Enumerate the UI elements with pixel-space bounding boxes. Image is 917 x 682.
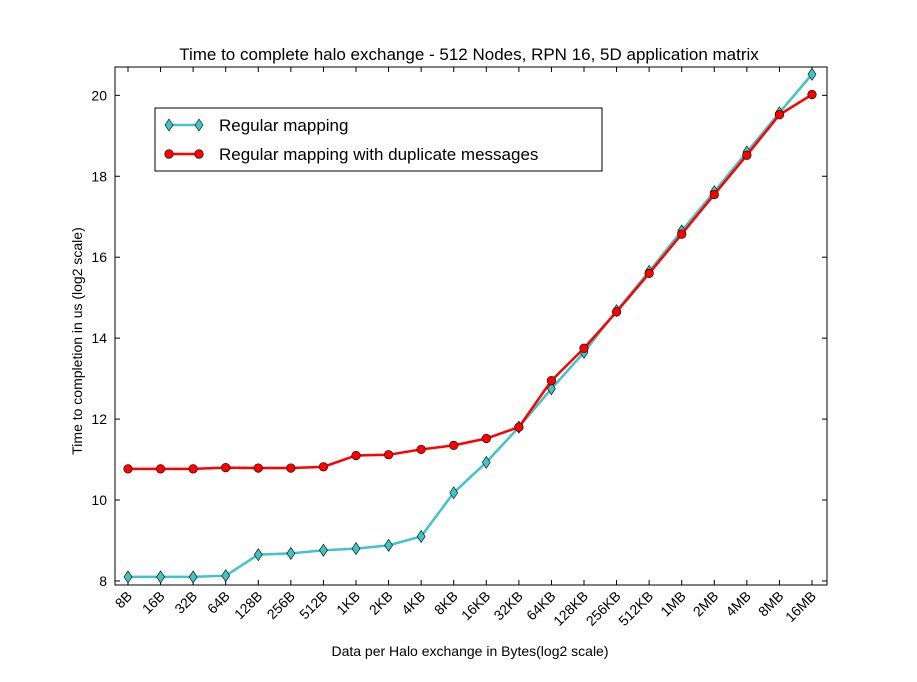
data-point [416, 444, 426, 455]
data-point [253, 463, 263, 473]
data-point [383, 450, 394, 460]
x-tick-label: 2KB [366, 588, 396, 618]
x-tick-label: 16MB [782, 588, 819, 625]
y-tick-label: 20 [91, 87, 107, 103]
legend-box [154, 107, 603, 172]
legend-marker [164, 149, 174, 159]
x-tick-label: 1MB [657, 588, 689, 620]
legend-label: Regular mapping [219, 116, 348, 135]
x-tick-label: 256KB [583, 588, 624, 629]
legend-marker [164, 118, 174, 132]
legend: Regular mapping Regular mapping with dupl… [154, 107, 603, 172]
data-point [156, 570, 165, 584]
data-point [351, 450, 361, 461]
series-line [128, 93, 813, 471]
x-axis-label: Data per Halo exchange in Bytes(log2 sca… [331, 643, 608, 659]
data-point [188, 464, 198, 474]
data-point [286, 463, 296, 473]
series-line [128, 73, 813, 579]
data-point [155, 464, 166, 474]
y-tick-label: 16 [91, 249, 107, 265]
data-point [514, 422, 524, 432]
data-point [188, 570, 198, 584]
data-point [384, 538, 393, 552]
axes-frame [114, 66, 828, 586]
x-tick-label: 2MB [690, 588, 722, 620]
legend-label: Regular mapping with duplicate messages [219, 145, 538, 164]
data-point [709, 189, 719, 200]
data-point [481, 433, 491, 444]
data-point [547, 382, 556, 396]
data-point [123, 464, 133, 474]
data-point [319, 543, 328, 557]
x-tick-label: 64B [204, 588, 233, 617]
legend-marker [194, 149, 204, 159]
x-tick-label: 128KB [550, 588, 591, 629]
data-point [742, 150, 752, 160]
data-point [774, 110, 785, 120]
data-point [546, 376, 557, 386]
data-point [253, 548, 263, 562]
data-point [807, 89, 817, 100]
y-tick-label: 14 [91, 330, 107, 346]
x-tick-label: 32B [171, 588, 200, 617]
data-point [807, 67, 817, 81]
x-tick-label: 1KB [333, 588, 363, 618]
data-point [416, 529, 426, 543]
data-point [286, 546, 296, 560]
x-tick-label: 128B [231, 588, 265, 622]
x-tick-label: 512KB [615, 588, 656, 629]
y-tick-label: 12 [91, 411, 107, 427]
data-point [677, 229, 687, 239]
x-tick-label: 512B [296, 588, 330, 622]
x-tick-label: 32KB [490, 588, 526, 624]
legend-entry: Regular mapping with duplicate messages [164, 145, 538, 164]
data-point [449, 486, 459, 500]
data-point [221, 463, 231, 473]
x-tick-label: 8B [112, 588, 135, 611]
legend-entry: Regular mapping [164, 116, 348, 135]
data-point [318, 462, 329, 472]
data-point [449, 440, 459, 450]
series-duplicate-messages [123, 89, 817, 474]
chart-title: Time to complete halo exchange - 512 Nod… [179, 45, 759, 64]
data-point [351, 542, 361, 556]
y-tick-label: 18 [91, 168, 107, 184]
x-tick-label: 4KB [398, 588, 428, 618]
legend-marker [194, 118, 204, 132]
data-point [611, 307, 622, 317]
x-tick-label: 8KB [431, 588, 461, 618]
data-point [579, 343, 589, 353]
x-tick-label: 16KB [458, 588, 494, 624]
data-point [221, 569, 231, 583]
y-tick-label: 8 [99, 573, 107, 589]
x-tick-label: 256B [264, 588, 298, 622]
x-tick-label: 16B [139, 588, 168, 617]
y-axis-label: Time to completion in us (log2 scale) [69, 227, 85, 454]
x-tick-label: 4MB [722, 588, 754, 620]
data-point [481, 455, 491, 469]
data-point [123, 570, 133, 584]
data-point [644, 268, 654, 278]
y-tick-label: 10 [91, 492, 107, 508]
